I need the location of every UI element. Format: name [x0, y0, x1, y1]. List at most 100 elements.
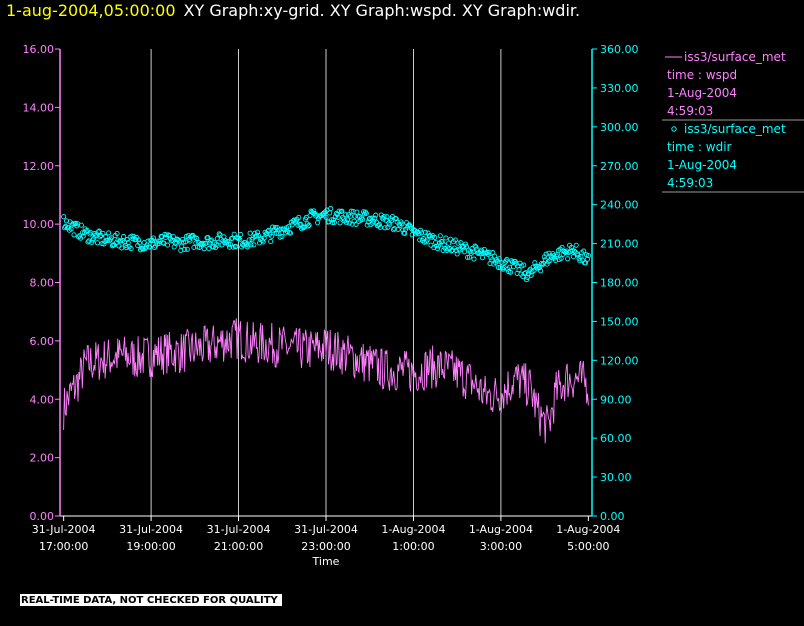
wdir-point	[203, 240, 209, 246]
wdir-point	[65, 225, 71, 231]
right-tick-label: 60.00	[600, 432, 632, 445]
x-tick-time: 3:00:00	[480, 540, 522, 553]
wdir-point	[255, 229, 261, 235]
wdir-series	[61, 206, 591, 283]
wdir-point	[70, 221, 76, 227]
wdir-point	[273, 230, 279, 236]
wdir-point	[191, 244, 197, 251]
right-tick-label: 240.00	[600, 199, 639, 212]
wdir-point	[528, 272, 534, 278]
wdir-point	[352, 213, 358, 219]
wdir-point	[434, 243, 440, 249]
wdir-point	[182, 239, 189, 245]
axes: 31-Jul-2004 17:00:00 31-Jul-2004 19:00:00 31…	[23, 43, 639, 568]
left-tick-label: 12.00	[23, 160, 55, 173]
wdir-point	[187, 238, 193, 244]
wdir-point	[585, 253, 591, 259]
wdir-point	[227, 241, 233, 247]
right-tick-label: 150.00	[600, 315, 639, 328]
wdir-point	[251, 242, 257, 248]
wdir-point	[559, 244, 565, 250]
wdir-point	[164, 232, 170, 238]
right-tick-label: 120.00	[600, 354, 639, 367]
wdir-point	[339, 208, 345, 214]
wdir-point	[106, 230, 112, 236]
wdir-point	[170, 234, 176, 240]
right-tick-label: 30.00	[600, 471, 632, 484]
wdir-point	[180, 236, 186, 242]
wdir-point	[286, 229, 293, 236]
wdir-point	[255, 232, 262, 239]
wdir-point	[94, 240, 100, 246]
wdir-point	[448, 236, 454, 242]
wdir-point	[194, 235, 200, 241]
legend-entry-text: time : wspd	[667, 68, 737, 82]
wdir-point	[504, 257, 510, 263]
wdir-point	[128, 246, 134, 252]
wdir-point	[452, 237, 458, 243]
wdir-point	[331, 219, 337, 225]
wdir-point	[108, 235, 114, 241]
x-tick-label: 31-Jul-2004	[294, 523, 358, 536]
wdir-point	[538, 261, 545, 267]
quality-disclaimer: REAL-TIME DATA, NOT CHECKED FOR QUALITY	[20, 594, 282, 606]
wdir-point	[216, 231, 222, 237]
wdir-point	[248, 242, 254, 248]
wdir-point	[479, 255, 486, 261]
wdir-point	[493, 257, 500, 263]
wdir-point	[83, 228, 89, 234]
wdir-point	[247, 230, 253, 236]
wdir-point	[205, 235, 211, 241]
wdir-point	[327, 210, 333, 216]
wdir-point	[179, 243, 185, 249]
left-tick-label: 6.00	[30, 335, 55, 348]
wdir-point	[281, 226, 287, 232]
wdir-point	[525, 271, 531, 277]
wdir-point	[353, 221, 359, 227]
wdir-point	[372, 215, 378, 221]
wdir-point	[154, 241, 160, 247]
wdir-point	[521, 262, 527, 268]
wdir-point	[136, 237, 142, 243]
wdir-point	[123, 245, 129, 251]
wdir-point	[238, 231, 244, 238]
wdir-point	[343, 212, 349, 218]
vertical-grid	[150, 49, 502, 516]
wdir-point	[371, 218, 377, 224]
wdir-point	[71, 232, 77, 238]
wdir-point	[471, 256, 477, 262]
legend-circle-marker	[671, 126, 677, 132]
wdir-point	[395, 226, 401, 233]
x-tick-label: 31-Jul-2004	[207, 523, 271, 536]
wdir-point	[61, 214, 67, 220]
wdir-point	[198, 240, 204, 246]
wdir-point	[432, 234, 438, 240]
wdir-point	[169, 237, 175, 243]
wdir-point	[233, 243, 239, 249]
wdir-point	[101, 241, 107, 247]
wdir-point	[399, 221, 405, 227]
header-title: XY Graph:xy-grid. XY Graph:wspd. XY Grap…	[183, 1, 581, 20]
wdir-point	[435, 243, 441, 249]
wdir-point	[237, 237, 243, 243]
wdir-point	[537, 265, 543, 271]
wdir-point	[570, 254, 576, 260]
x-tick-time: 1:00:00	[392, 540, 434, 553]
x-tick-label: 31-Jul-2004	[119, 523, 183, 536]
wdir-point	[454, 251, 460, 257]
wdir-point	[268, 238, 274, 245]
x-tick-time: 19:00:00	[126, 540, 175, 553]
wdir-point	[221, 234, 227, 240]
wdir-point	[539, 262, 545, 268]
wdir-point	[464, 254, 471, 260]
wdir-point	[166, 232, 172, 238]
wdir-point	[195, 244, 201, 250]
x-tick-time: 17:00:00	[39, 540, 88, 553]
wdir-point	[287, 230, 293, 236]
wdir-point	[96, 228, 102, 234]
wdir-point	[100, 230, 106, 236]
wdir-point	[411, 227, 417, 233]
wdir-point	[330, 220, 336, 226]
header-timestamp: 1-aug-2004,05:00:00	[6, 1, 176, 20]
x-tick-label: 1-Aug-2004	[469, 523, 533, 536]
